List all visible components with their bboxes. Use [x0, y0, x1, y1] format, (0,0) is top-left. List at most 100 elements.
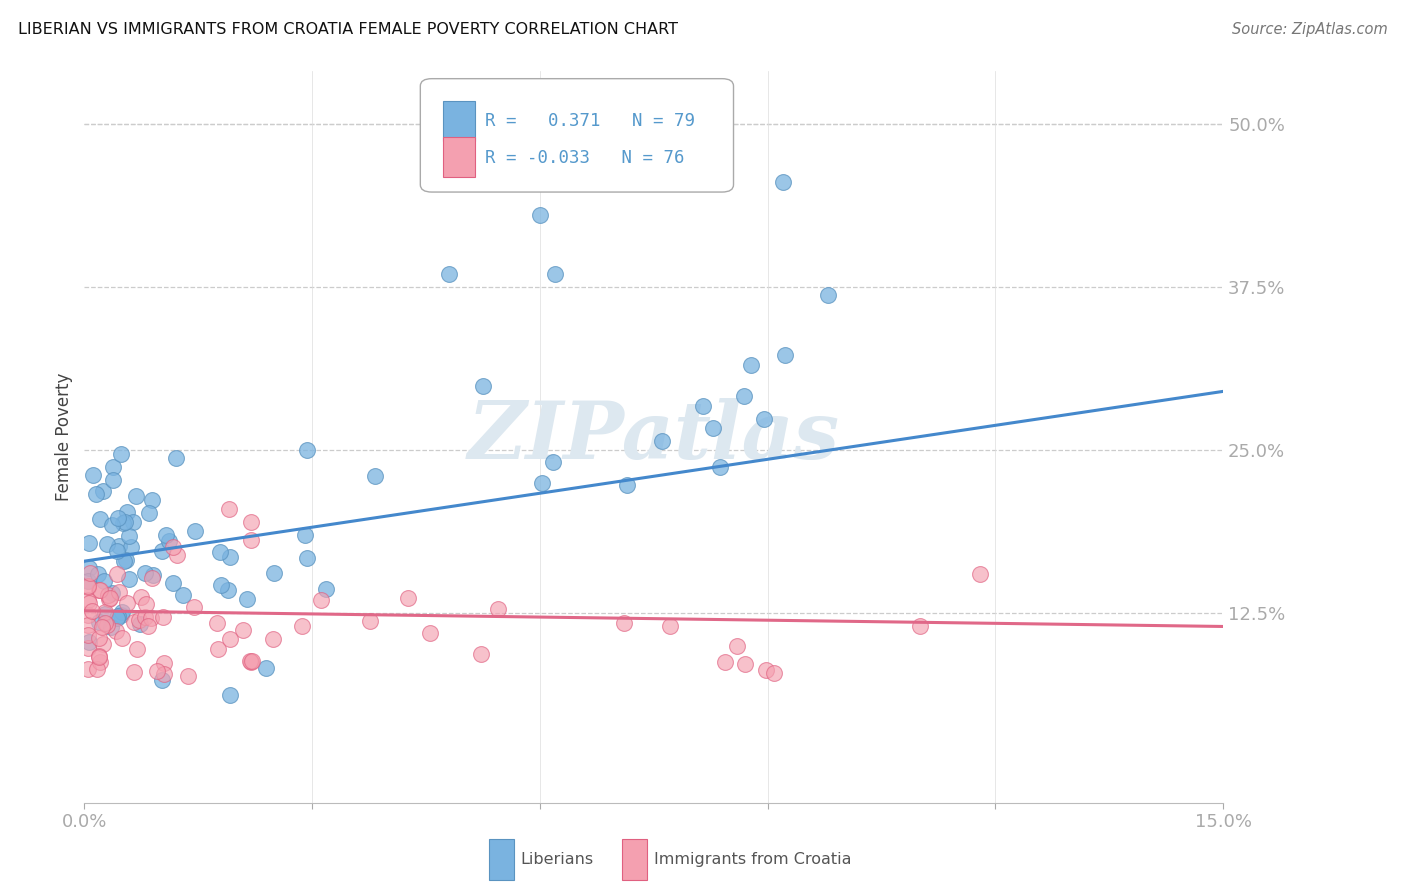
Point — [91, 637, 114, 651]
Point — [111, 631, 134, 645]
Point — [651, 434, 673, 448]
Point — [692, 399, 714, 413]
Point — [291, 618, 314, 632]
Point — [763, 665, 786, 680]
Point — [162, 541, 184, 555]
Point — [240, 655, 263, 669]
Point — [77, 580, 100, 594]
Point — [725, 640, 748, 654]
Text: ZIPatlas: ZIPatlas — [468, 399, 839, 475]
Point — [77, 536, 100, 550]
Point — [96, 537, 118, 551]
Point — [128, 613, 150, 627]
Point — [86, 487, 108, 501]
Point — [89, 583, 111, 598]
Point — [86, 663, 108, 677]
Point — [240, 533, 263, 548]
Point — [129, 590, 152, 604]
Point — [82, 467, 104, 482]
Point — [100, 620, 122, 634]
Point — [219, 549, 242, 564]
Point — [127, 641, 149, 656]
Point — [77, 634, 100, 648]
Point — [108, 584, 131, 599]
Point — [236, 592, 259, 607]
Point — [315, 582, 337, 596]
Point — [111, 516, 134, 530]
Point — [232, 623, 254, 637]
Point — [105, 611, 128, 625]
Point — [297, 550, 319, 565]
Text: LIBERIAN VS IMMIGRANTS FROM CROATIA FEMALE POVERTY CORRELATION CHART: LIBERIAN VS IMMIGRANTS FROM CROATIA FEMA… — [18, 22, 678, 37]
Point — [112, 554, 135, 568]
Point — [93, 483, 115, 498]
Point — [89, 649, 111, 664]
Point — [105, 567, 128, 582]
Point — [118, 529, 141, 543]
Point — [714, 655, 737, 669]
Point — [77, 592, 100, 607]
Point — [529, 208, 551, 222]
Point — [136, 619, 159, 633]
Point — [262, 632, 284, 647]
Point — [134, 610, 156, 624]
Point — [256, 661, 278, 675]
Point — [396, 591, 419, 605]
Point — [219, 632, 242, 646]
Point — [419, 626, 441, 640]
Point — [89, 512, 111, 526]
Point — [177, 669, 200, 683]
Point — [89, 631, 111, 645]
Point — [89, 649, 111, 664]
Bar — [443, 101, 475, 141]
Point — [437, 267, 460, 281]
Point — [110, 448, 132, 462]
Point — [101, 586, 124, 600]
Point — [150, 673, 173, 687]
Point — [107, 609, 129, 624]
Text: Liberians: Liberians — [520, 853, 593, 867]
Point — [89, 655, 111, 669]
Point — [90, 620, 112, 634]
Point — [118, 572, 141, 586]
Point — [152, 609, 174, 624]
Point — [486, 602, 509, 616]
Point — [110, 607, 132, 622]
Point — [105, 544, 128, 558]
Point — [121, 515, 143, 529]
Point — [141, 493, 163, 508]
Point — [364, 468, 387, 483]
Point — [733, 389, 755, 403]
Point — [155, 528, 177, 542]
Point — [157, 534, 180, 549]
Point — [87, 567, 110, 582]
Point — [94, 615, 117, 630]
Point — [97, 588, 120, 602]
Point — [240, 515, 263, 529]
Point — [111, 606, 134, 620]
Point — [472, 379, 495, 393]
Point — [108, 539, 131, 553]
Point — [752, 412, 775, 426]
Point — [153, 657, 176, 671]
Point — [77, 662, 100, 676]
Y-axis label: Female Poverty: Female Poverty — [55, 373, 73, 501]
Point — [207, 641, 229, 656]
Point — [141, 571, 163, 585]
Point — [183, 600, 205, 615]
Point — [470, 647, 492, 661]
Point — [612, 615, 634, 630]
Point — [734, 657, 756, 671]
Point — [659, 619, 682, 633]
Point — [294, 527, 316, 541]
FancyBboxPatch shape — [420, 78, 734, 192]
Point — [544, 267, 567, 281]
Point — [87, 615, 110, 630]
Point — [94, 605, 117, 619]
Point — [105, 624, 128, 639]
Point — [134, 566, 156, 580]
Point — [295, 443, 318, 458]
Point — [172, 588, 194, 602]
Point — [138, 506, 160, 520]
Point — [969, 567, 991, 582]
